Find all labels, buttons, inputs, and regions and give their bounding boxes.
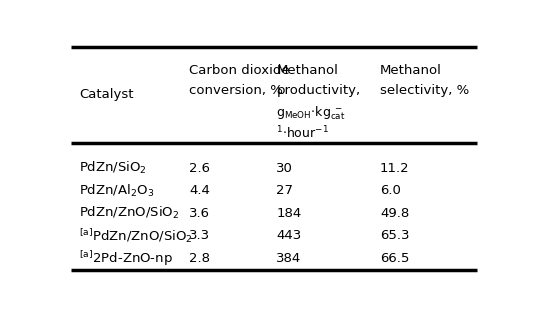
- Text: 11.2: 11.2: [380, 162, 409, 175]
- Text: 6.0: 6.0: [380, 184, 401, 197]
- Text: Catalyst: Catalyst: [79, 88, 134, 101]
- Text: 184: 184: [276, 207, 302, 220]
- Text: 49.8: 49.8: [380, 207, 409, 220]
- Text: Methanol: Methanol: [380, 64, 442, 77]
- Text: selectivity, %: selectivity, %: [380, 84, 469, 97]
- Text: PdZn/ZnO/SiO$_2$: PdZn/ZnO/SiO$_2$: [79, 205, 180, 221]
- Text: 384: 384: [276, 252, 302, 265]
- Text: Carbon dioxide: Carbon dioxide: [189, 64, 290, 77]
- Text: 443: 443: [276, 229, 302, 242]
- Text: 30: 30: [276, 162, 293, 175]
- Text: 66.5: 66.5: [380, 252, 409, 265]
- Text: $^{\mathregular{[a]}}$2Pd-ZnO-np: $^{\mathregular{[a]}}$2Pd-ZnO-np: [79, 249, 173, 268]
- Text: $\mathregular{^{1}{\cdot}hour^{-1}}$: $\mathregular{^{1}{\cdot}hour^{-1}}$: [276, 125, 329, 141]
- Text: $^{\mathregular{[a]}}$PdZn/ZnO/SiO$_2$: $^{\mathregular{[a]}}$PdZn/ZnO/SiO$_2$: [79, 227, 193, 245]
- Text: PdZn/Al$_2$O$_3$: PdZn/Al$_2$O$_3$: [79, 183, 155, 199]
- Text: conversion, %: conversion, %: [189, 84, 283, 97]
- Text: Methanol: Methanol: [276, 64, 338, 77]
- Text: 4.4: 4.4: [189, 184, 210, 197]
- Text: productivity,: productivity,: [276, 84, 361, 97]
- Text: 65.3: 65.3: [380, 229, 409, 242]
- Text: PdZn/SiO$_2$: PdZn/SiO$_2$: [79, 160, 147, 176]
- Text: 2.8: 2.8: [189, 252, 210, 265]
- Text: 27: 27: [276, 184, 293, 197]
- Text: 3.6: 3.6: [189, 207, 210, 220]
- Text: 3.3: 3.3: [189, 229, 210, 242]
- Text: 2.6: 2.6: [189, 162, 210, 175]
- Text: $\mathregular{g_{MeOH}{\cdot}kg_{cat}^{\ -}}$: $\mathregular{g_{MeOH}{\cdot}kg_{cat}^{\…: [276, 104, 346, 122]
